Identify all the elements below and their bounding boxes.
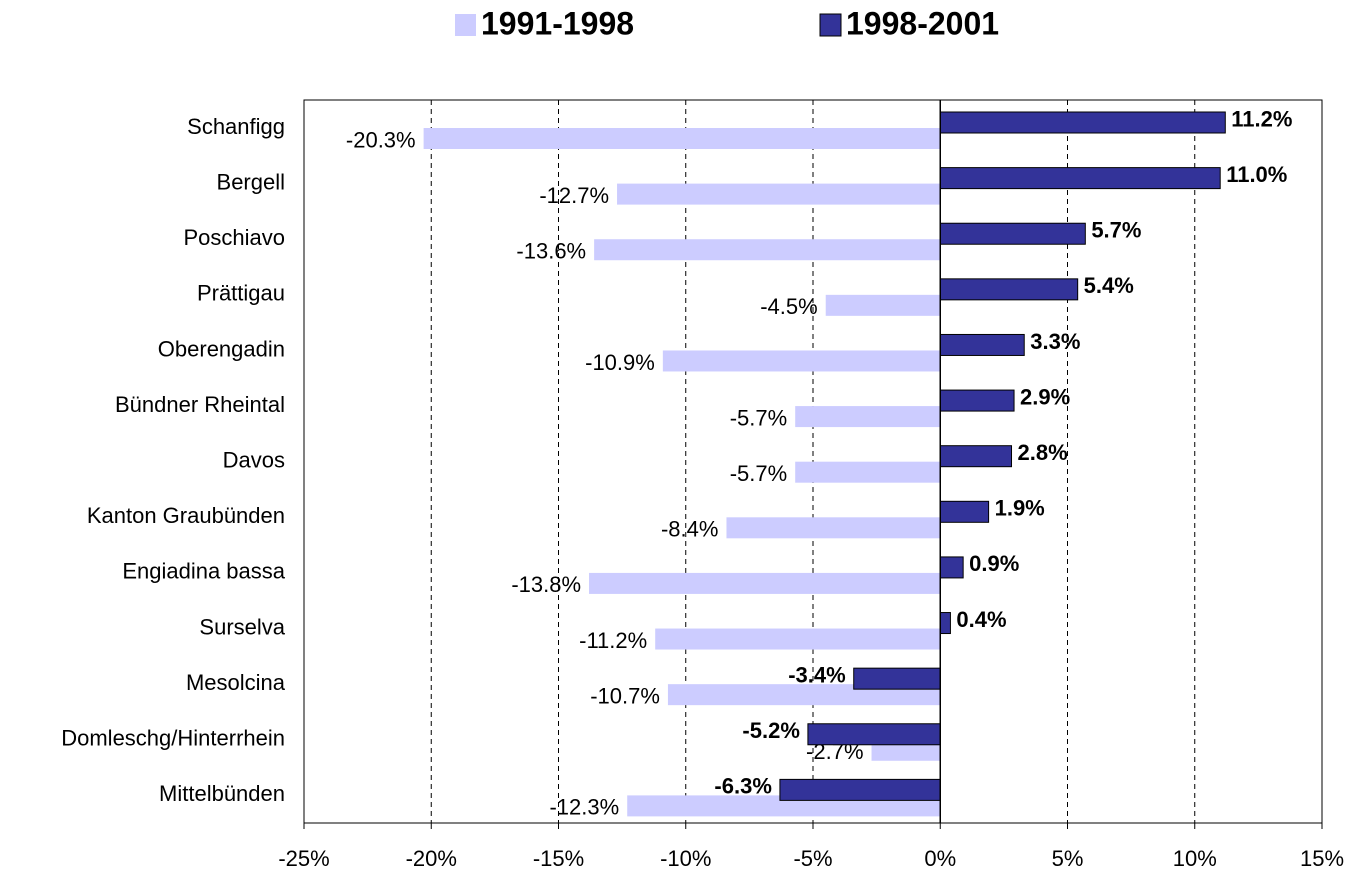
value-label-bold: 2.9% xyxy=(1020,384,1070,409)
value-label: -12.7% xyxy=(539,183,609,208)
value-label-bold: 0.4% xyxy=(956,607,1006,632)
y-tick-label: Kanton Graubünden xyxy=(87,503,285,528)
y-tick-label: Mittelbünden xyxy=(159,781,285,806)
bar xyxy=(939,167,1221,190)
bar xyxy=(939,389,1015,412)
legend-label: 1991-1998 xyxy=(481,5,634,41)
value-label: -8.4% xyxy=(661,517,718,542)
bar xyxy=(939,556,964,579)
value-label: -11.2% xyxy=(579,628,647,653)
y-tick-label: Davos xyxy=(223,448,285,473)
value-label: -4.5% xyxy=(760,294,817,319)
value-label-bold: -6.3% xyxy=(714,774,771,799)
bar xyxy=(795,461,941,483)
bar xyxy=(939,222,1086,245)
bar xyxy=(589,572,941,594)
x-tick-label: -20% xyxy=(406,846,457,871)
x-tick-label: -5% xyxy=(793,846,832,871)
bar xyxy=(726,517,941,539)
bar xyxy=(779,778,941,801)
y-tick-label: Prättigau xyxy=(197,281,285,306)
value-label-bold: 2.8% xyxy=(1018,440,1068,465)
y-tick-label: Schanfigg xyxy=(187,114,285,139)
value-label: -20.3% xyxy=(346,127,416,152)
x-tick-label: 10% xyxy=(1173,846,1217,871)
y-tick-label: Bergell xyxy=(217,169,285,194)
bar xyxy=(939,612,951,635)
legend-swatch xyxy=(455,14,476,36)
value-label-bold: -5.2% xyxy=(742,718,799,743)
value-label-bold: 5.4% xyxy=(1084,273,1134,298)
value-label: -10.9% xyxy=(585,350,655,375)
x-tick-label: 0% xyxy=(924,846,956,871)
bar xyxy=(795,406,941,428)
value-label-bold: 11.0% xyxy=(1226,162,1287,187)
bar xyxy=(939,333,1025,356)
y-tick-label: Oberengadin xyxy=(158,336,285,361)
y-tick-label: Engiadina bassa xyxy=(122,559,285,584)
bar xyxy=(807,723,941,746)
bar xyxy=(594,239,941,261)
value-label-bold: 0.9% xyxy=(969,551,1019,576)
legend-swatch xyxy=(819,13,842,37)
bar xyxy=(939,111,1226,134)
bar xyxy=(853,667,941,690)
value-label-bold: 11.2% xyxy=(1231,106,1292,131)
y-tick-label: Domleschg/Hinterrhein xyxy=(61,726,285,751)
x-tick-label: -25% xyxy=(278,846,329,871)
y-tick-label: Bündner Rheintal xyxy=(115,392,285,417)
y-tick-label: Surselva xyxy=(199,614,285,639)
bar xyxy=(655,628,941,650)
value-label-bold: 5.7% xyxy=(1091,218,1141,243)
bar xyxy=(939,445,1013,468)
value-label: -5.7% xyxy=(730,405,787,430)
value-label: -13.8% xyxy=(511,572,581,597)
y-tick-label: Mesolcina xyxy=(186,670,286,695)
value-label-bold: -3.4% xyxy=(788,662,845,687)
bar xyxy=(939,278,1079,301)
value-label-bold: 1.9% xyxy=(995,496,1045,521)
value-label: -12.3% xyxy=(549,795,619,820)
x-tick-label: -10% xyxy=(660,846,711,871)
value-label-bold: 3.3% xyxy=(1030,329,1080,354)
bar xyxy=(617,183,941,205)
value-label: -5.7% xyxy=(730,461,787,486)
value-label: -10.7% xyxy=(590,683,660,708)
value-label: -13.6% xyxy=(516,239,586,264)
bar xyxy=(825,294,941,316)
y-tick-label: Poschiavo xyxy=(183,225,285,250)
x-tick-label: 15% xyxy=(1300,846,1344,871)
bar xyxy=(939,500,990,523)
bar xyxy=(423,128,941,149)
bar xyxy=(662,350,941,372)
x-tick-label: -15% xyxy=(533,846,584,871)
x-tick-label: 5% xyxy=(1052,846,1084,871)
legend-label: 1998-2001 xyxy=(846,5,999,41)
